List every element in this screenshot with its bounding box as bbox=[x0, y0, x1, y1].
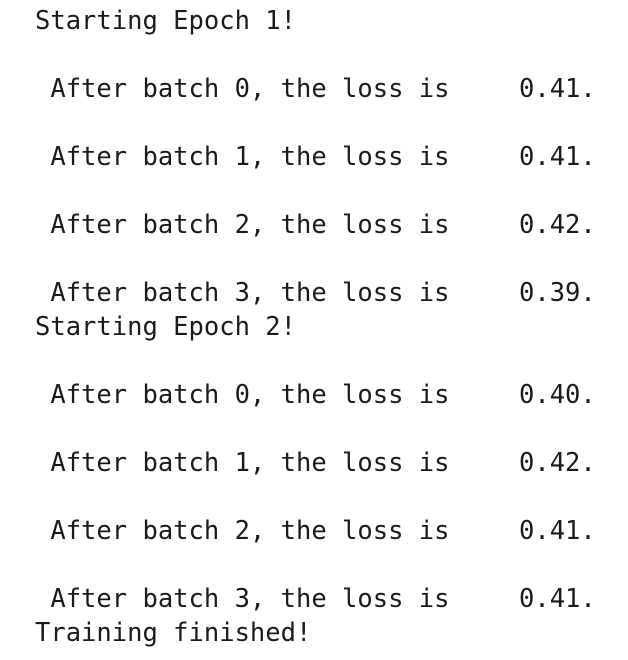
batch-loss-line: After batch 2, the loss is bbox=[35, 210, 450, 240]
loss-value: 0.39. bbox=[519, 278, 596, 308]
epoch-header-line: Starting Epoch 1! bbox=[35, 6, 296, 36]
loss-value: 0.42. bbox=[519, 210, 596, 240]
batch-loss-line: After batch 1, the loss is bbox=[35, 448, 450, 478]
loss-value: 0.41. bbox=[519, 142, 596, 172]
batch-loss-line: After batch 0, the loss is bbox=[35, 74, 450, 104]
epoch-header-line: Starting Epoch 2! bbox=[35, 312, 296, 342]
loss-value: 0.41. bbox=[519, 516, 596, 546]
loss-value: 0.42. bbox=[519, 448, 596, 478]
batch-loss-line: After batch 0, the loss is bbox=[35, 380, 450, 410]
loss-value: 0.41. bbox=[519, 584, 596, 614]
loss-value: 0.40. bbox=[519, 380, 596, 410]
batch-loss-line: After batch 3, the loss is bbox=[35, 584, 450, 614]
batch-loss-line: After batch 2, the loss is bbox=[35, 516, 450, 546]
batch-loss-line: After batch 3, the loss is bbox=[35, 278, 450, 308]
training-finished-line: Training finished! bbox=[35, 618, 312, 648]
batch-loss-line: After batch 1, the loss is bbox=[35, 142, 450, 172]
loss-value: 0.41. bbox=[519, 74, 596, 104]
